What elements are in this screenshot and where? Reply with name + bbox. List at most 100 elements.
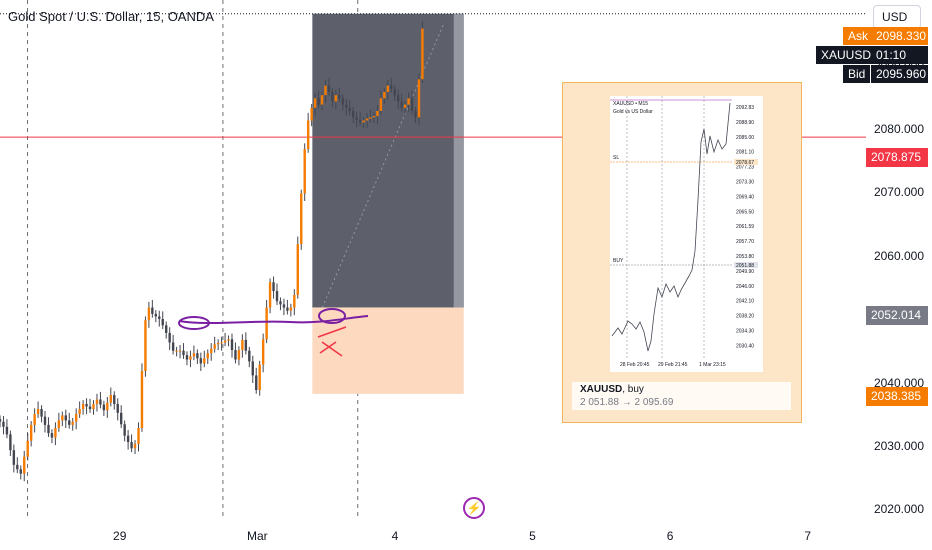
mini-price-9: 2057.70 (736, 239, 754, 245)
candle-82 (282, 298, 286, 316)
mini-price-3: 2081.10 (736, 150, 754, 156)
price-tick-5: 2070.000 (873, 185, 924, 200)
candle-8 (26, 433, 29, 461)
mini-price-16: 2030.40 (736, 343, 754, 349)
candle-58 (199, 352, 203, 371)
caption-symbol: XAUUSD (580, 384, 623, 395)
candle-84 (289, 303, 293, 317)
caption-side: buy (627, 384, 644, 395)
candle-15 (50, 429, 54, 444)
candle-57 (196, 349, 199, 364)
candle-23 (78, 401, 81, 418)
long-position-tool[interactable] (312, 13, 464, 394)
candle-86 (296, 236, 299, 299)
candle-55 (189, 350, 192, 368)
candle-12 (40, 405, 43, 423)
support-circle-right[interactable] (318, 308, 346, 324)
mini-price-2: 2085.00 (736, 135, 754, 141)
candle-24 (81, 400, 85, 415)
currency-selector[interactable]: USD (873, 5, 921, 29)
candle-11 (36, 401, 40, 418)
candle-100 (345, 98, 348, 116)
candle-108 (372, 112, 376, 124)
price-tick-1: 2030.000 (873, 439, 924, 454)
candle-115 (396, 89, 400, 110)
candle-90 (310, 104, 313, 127)
lightning-icon[interactable]: ⚡ (463, 497, 485, 519)
candle-17 (57, 412, 61, 432)
candle-114 (393, 84, 396, 101)
mini-header: XAUUSD • M15 (613, 101, 648, 107)
price-tick-6: 2080.000 (873, 122, 924, 136)
mini-chart-svg: XAUUSD • M15 Gold vs US Dollar SL BUY 20… (610, 96, 758, 368)
mini-price-14: 2038.20 (736, 314, 754, 320)
candle-40 (137, 422, 140, 452)
mini-sl-label: SL (613, 155, 619, 161)
mini-chart-screenshot: XAUUSD • M15 Gold vs US Dollar SL BUY 20… (610, 96, 763, 372)
profit-zone[interactable] (312, 13, 464, 308)
candle-29 (99, 391, 102, 409)
candle-61 (210, 343, 213, 361)
candle-111 (383, 88, 386, 104)
mini-price-12: 2046.00 (736, 284, 754, 290)
candle-74 (255, 367, 258, 394)
price-tick-4: 2060.000 (873, 248, 924, 263)
candle-107 (369, 109, 372, 123)
candle-119 (410, 90, 414, 115)
red-line-price-tag: 2078.875 (866, 148, 928, 167)
candle-105 (362, 116, 365, 129)
candle-53 (182, 343, 185, 359)
candle-50 (171, 334, 175, 355)
time-tick-5: 7 (804, 529, 812, 543)
time-tick-0: 29 (113, 529, 127, 543)
candle-98 (338, 87, 341, 103)
candle-116 (400, 93, 403, 112)
candle-121 (417, 73, 421, 125)
candle-6 (19, 465, 22, 480)
candle-51 (175, 346, 178, 357)
candle-14 (47, 417, 50, 437)
position-diagonal (321, 23, 445, 308)
candle-30 (102, 400, 106, 416)
mini-price-5: 2073.30 (736, 180, 754, 186)
countdown-tag: 01:10 (871, 46, 928, 64)
candle-26 (88, 398, 92, 413)
candle-46 (158, 310, 161, 327)
candle-64 (220, 336, 223, 351)
mini-x-3: 1 Mar 23:15 (699, 362, 726, 368)
x-marker[interactable] (317, 326, 347, 357)
candle-78 (268, 278, 272, 314)
mini-price-7: 2065.50 (736, 209, 754, 215)
candle-110 (379, 90, 383, 115)
position-handle[interactable] (453, 13, 464, 308)
candle-41 (140, 363, 144, 432)
mini-sl-price: 2078.67 (736, 160, 754, 166)
candle-45 (154, 310, 158, 323)
candle-106 (365, 112, 369, 129)
ask-price-tag: 2098.330 (871, 27, 928, 45)
candle-93 (320, 91, 324, 111)
candle-109 (376, 105, 379, 124)
candle-72 (248, 346, 251, 368)
candle-2 (5, 419, 9, 439)
trade-screenshot-card[interactable]: XAUUSD • M15 Gold vs US Dollar SL BUY 20… (562, 82, 802, 423)
candle-92 (317, 90, 320, 109)
candle-3 (9, 430, 12, 456)
candle-104 (358, 112, 362, 127)
candle-7 (23, 450, 26, 482)
candle-67 (230, 333, 234, 358)
candle-34 (116, 398, 119, 421)
candle-39 (133, 440, 137, 455)
mini-price-path (611, 102, 731, 352)
candle-69 (237, 346, 241, 366)
candle-43 (147, 301, 151, 328)
caption-route: 2 051.88 → 2 095.69 (580, 397, 674, 408)
candle-37 (126, 429, 130, 450)
mini-price-11: 2049.90 (736, 269, 754, 275)
candle-4 (12, 444, 16, 473)
drawing-annotations[interactable] (178, 308, 369, 357)
candle-38 (130, 434, 133, 453)
candle-31 (106, 396, 109, 418)
candle-13 (43, 410, 47, 433)
